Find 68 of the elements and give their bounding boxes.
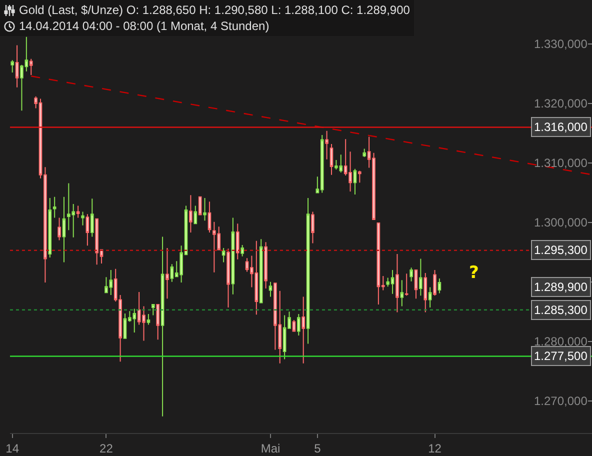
- candlestick: [404, 273, 408, 296]
- chart-title: Gold (Last, $/Unze) O: 1.288,650 H: 1.290,580 L: 1.288,100 C: 1.289,900: [19, 2, 410, 18]
- candlestick: [48, 198, 52, 258]
- y-tick-label: 1.280,000: [534, 334, 588, 349]
- candlestick: [231, 217, 235, 295]
- candlestick: [222, 248, 226, 263]
- x-tick-label: 14: [6, 441, 20, 456]
- y-tick-label: 1.320,000: [534, 96, 588, 111]
- annotation: 1.289,900: [534, 280, 588, 294]
- candlestick: [353, 168, 357, 195]
- candlestick: [160, 236, 164, 417]
- candlestick: [15, 44, 19, 88]
- candlestick: [358, 170, 362, 184]
- ref-line-label: 1.277,500: [534, 349, 588, 363]
- candlestick: [236, 223, 240, 260]
- y-tick-label: 1.330,000: [534, 37, 588, 52]
- x-tick-label: Mai: [260, 441, 280, 456]
- candlestick: [419, 258, 422, 296]
- candlestick: [320, 134, 324, 194]
- candlestick: [146, 314, 150, 326]
- candlestick: [76, 205, 80, 218]
- candlestick: [62, 196, 66, 263]
- y-tick-label: 1.270,000: [534, 394, 588, 408]
- candlestick: [325, 130, 328, 160]
- candlestick: [86, 214, 90, 246]
- y-tick-label: 1.300,000: [534, 216, 588, 230]
- candlestick: [194, 205, 198, 224]
- candlestick: [414, 270, 418, 300]
- candlestick: [226, 248, 230, 308]
- candlestick: [240, 244, 244, 257]
- ref-line-label: 1.295,300: [534, 243, 588, 257]
- x-tick-label: 22: [100, 441, 114, 456]
- candlestick: [302, 296, 305, 364]
- x-tick-label: 12: [428, 441, 442, 456]
- candlestick: [90, 198, 94, 238]
- x-tick-label: 5: [314, 441, 322, 456]
- candlestick: [306, 198, 310, 344]
- candlestick: [208, 201, 212, 234]
- candlestick: [428, 286, 432, 308]
- candlestick: [438, 278, 442, 294]
- ref-line-label: 1.316,000: [534, 120, 588, 134]
- text: 14.04.2014 04:00 - 08:00 (1 Monat, 4 Stunden): [19, 18, 270, 34]
- candlestick: [424, 272, 428, 313]
- candlestick: [152, 304, 155, 316]
- y-tick-label: 1.310,000: [534, 156, 588, 170]
- candlestick: [362, 148, 366, 158]
- candlestick: [29, 58, 33, 76]
- candlestick: [166, 248, 169, 300]
- candlestick: [10, 60, 14, 74]
- candlestick: [259, 238, 263, 304]
- candlestick: [189, 194, 192, 234]
- candlestick: [52, 196, 56, 218]
- candlestick: [268, 281, 272, 298]
- candlestick: [297, 314, 300, 336]
- candlestick: [58, 217, 61, 241]
- candlestick: [410, 267, 413, 282]
- candlestick: [203, 198, 206, 222]
- candlestick: [433, 270, 436, 296]
- candlestick: [292, 319, 296, 332]
- candlestick: [156, 304, 160, 340]
- candlestick: [400, 280, 404, 307]
- candlestick: [264, 242, 268, 289]
- annotation: ?: [469, 263, 479, 283]
- candlestick: [81, 211, 84, 226]
- candlestick: [396, 253, 399, 313]
- ref-line-label: 1.285,300: [534, 303, 588, 317]
- candlestick: [330, 143, 334, 176]
- candlestick: [311, 211, 314, 244]
